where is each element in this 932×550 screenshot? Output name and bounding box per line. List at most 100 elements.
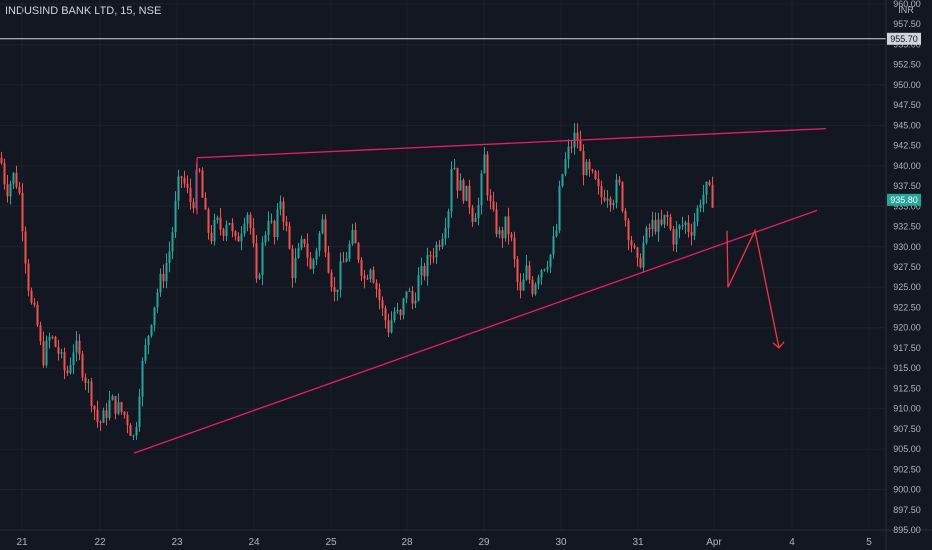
candle-body bbox=[369, 269, 372, 280]
candle-body bbox=[147, 335, 150, 346]
y-tick-label: 942.50 bbox=[893, 141, 921, 151]
candle-body bbox=[348, 244, 351, 259]
candle-body bbox=[579, 140, 582, 152]
candle-body bbox=[459, 180, 462, 191]
candle-body bbox=[183, 177, 186, 184]
candle-body bbox=[687, 222, 690, 232]
y-tick-label: 947.50 bbox=[893, 100, 921, 110]
candle-body bbox=[525, 265, 528, 280]
candle-body bbox=[69, 365, 72, 374]
candle-body bbox=[666, 214, 669, 217]
candle-body bbox=[387, 320, 390, 333]
candle-body bbox=[576, 132, 579, 141]
x-tick-label: 24 bbox=[248, 537, 260, 548]
candle-body bbox=[582, 151, 585, 176]
candle-body bbox=[180, 176, 183, 178]
candle-body bbox=[363, 275, 366, 279]
candle-body bbox=[447, 211, 450, 229]
drawing-annotations[interactable] bbox=[0, 38, 886, 454]
candle-body bbox=[150, 325, 153, 336]
candle-body bbox=[366, 278, 369, 280]
candle-body bbox=[90, 381, 93, 407]
y-tick-label: 900.00 bbox=[893, 485, 921, 495]
candle-body bbox=[414, 300, 417, 304]
candle-body bbox=[543, 269, 546, 271]
candle-body bbox=[207, 209, 210, 233]
y-tick-label: 920.00 bbox=[893, 323, 921, 333]
candle-body bbox=[651, 220, 654, 230]
x-tick-label: 28 bbox=[401, 537, 413, 548]
candle-body bbox=[378, 288, 381, 301]
candle-body bbox=[0, 157, 3, 164]
candle-body bbox=[162, 273, 165, 282]
candle-body bbox=[96, 409, 99, 422]
candle-body bbox=[36, 304, 39, 326]
candle-body bbox=[465, 185, 468, 201]
candle-body bbox=[39, 325, 42, 342]
y-tick-label: 927.50 bbox=[893, 262, 921, 272]
hline-price-label: 955.70 bbox=[890, 34, 918, 44]
candle-body bbox=[504, 216, 507, 239]
projection-zigzag bbox=[726, 228, 780, 349]
candle-body bbox=[588, 161, 591, 170]
candle-body bbox=[528, 265, 531, 280]
x-tick-label: 4 bbox=[789, 537, 795, 548]
price-axis[interactable]: 895.00 897.50 900.00 902.50 905.00 907.50 910.… bbox=[893, 0, 921, 535]
candle-body bbox=[501, 230, 504, 239]
currency-label: INR bbox=[898, 5, 914, 15]
candle-body bbox=[357, 243, 360, 260]
chart-grid bbox=[0, 0, 886, 531]
candle-body bbox=[45, 340, 48, 366]
candle-body bbox=[438, 245, 441, 247]
candle-body bbox=[699, 204, 702, 208]
candle-body bbox=[336, 289, 339, 293]
candle-body bbox=[384, 308, 387, 321]
candle-body bbox=[636, 247, 639, 258]
candle-body bbox=[618, 179, 621, 183]
candle-body bbox=[585, 161, 588, 176]
candle-body bbox=[669, 216, 672, 230]
candle-body bbox=[108, 400, 111, 419]
candle-body bbox=[456, 167, 459, 191]
candle-body bbox=[156, 292, 159, 308]
candle-body bbox=[204, 197, 207, 210]
y-tick-label: 960.00 bbox=[893, 0, 921, 9]
candle-body bbox=[516, 258, 519, 282]
candle-body bbox=[327, 252, 330, 273]
candle-body bbox=[390, 320, 393, 333]
candle-body bbox=[642, 242, 645, 268]
candle-body bbox=[102, 410, 105, 423]
candle-body bbox=[111, 396, 114, 401]
candle-body bbox=[633, 245, 636, 248]
candle-body bbox=[405, 291, 408, 299]
candle-body bbox=[33, 302, 36, 305]
candle-body bbox=[114, 396, 117, 414]
candle-body bbox=[225, 224, 228, 236]
y-tick-label: 922.50 bbox=[893, 302, 921, 312]
candle-body bbox=[249, 214, 252, 229]
candle-body bbox=[105, 410, 108, 419]
candle-body bbox=[60, 352, 63, 354]
candle-body bbox=[546, 266, 549, 270]
y-tick-label: 917.50 bbox=[893, 343, 921, 353]
last-price-label: 935.80 bbox=[890, 195, 918, 205]
candle-body bbox=[396, 310, 399, 312]
candle-body bbox=[615, 179, 618, 203]
candle-body bbox=[381, 300, 384, 309]
candle-body bbox=[219, 217, 222, 230]
y-tick-label: 940.00 bbox=[893, 161, 921, 171]
candle-body bbox=[540, 270, 543, 278]
y-tick-label: 912.50 bbox=[893, 383, 921, 393]
candle-body bbox=[231, 223, 234, 232]
candle-body bbox=[492, 201, 495, 210]
candle-body bbox=[420, 266, 423, 276]
candle-body bbox=[468, 185, 471, 208]
candle-body bbox=[267, 221, 270, 235]
candle-body bbox=[654, 220, 657, 232]
candlestick-series bbox=[0, 123, 714, 441]
candle-body bbox=[552, 236, 555, 255]
candle-body bbox=[234, 231, 237, 237]
time-axis[interactable]: 21 22 23 24 25 28 29 30 31 Apr 4 5 bbox=[16, 537, 872, 548]
candle-body bbox=[282, 201, 285, 222]
